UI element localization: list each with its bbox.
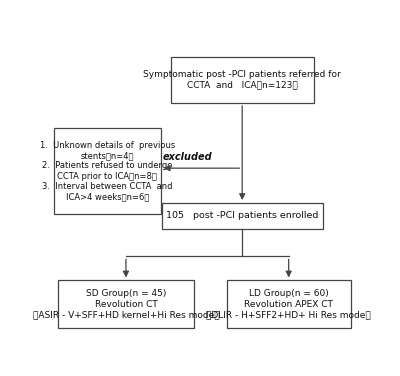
Text: excluded: excluded [163, 152, 213, 162]
Text: SD Group(n = 45)
Revolution CT
（ASIR - V+SFF+HD kernel+Hi Res mode）: SD Group(n = 45) Revolution CT （ASIR - V… [33, 290, 219, 319]
FancyBboxPatch shape [54, 127, 161, 214]
FancyBboxPatch shape [171, 57, 314, 103]
Text: 1.  Unknown details of  previous
stents（n=4）
2.  Patients refused to undergo
CCT: 1. Unknown details of previous stents（n=… [40, 141, 175, 202]
FancyBboxPatch shape [58, 280, 194, 328]
Text: 105   post -PCI patients enrolled: 105 post -PCI patients enrolled [166, 211, 318, 220]
Text: Symptomatic post -PCI patients referred for
CCTA  and   ICA（n=123）: Symptomatic post -PCI patients referred … [143, 70, 341, 89]
Text: LD Group(n = 60)
Revolution APEX CT
（DLIR - H+SFF2+HD+ Hi Res mode）: LD Group(n = 60) Revolution APEX CT （DLI… [206, 290, 371, 319]
FancyBboxPatch shape [227, 280, 351, 328]
FancyBboxPatch shape [162, 203, 323, 229]
